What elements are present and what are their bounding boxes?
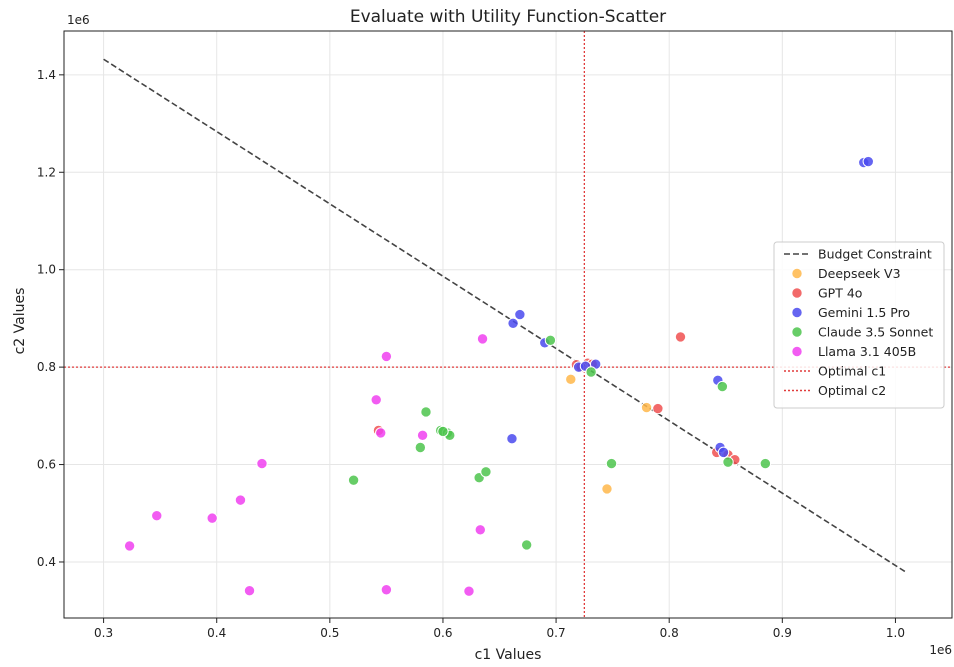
y-tick-label: 0.4 [37, 555, 56, 569]
deepseek-v3-point [640, 401, 653, 414]
llama-3-1-405b-point [123, 540, 136, 552]
gpt-4o-point [652, 402, 664, 415]
legend-claude-3-5-sonnet-label: Claude 3.5 Sonnet [818, 325, 933, 340]
claude-3-5-sonnet-point [347, 474, 360, 486]
llama-3-1-405b-point [474, 524, 486, 536]
x-tick-label: 0.8 [660, 626, 679, 640]
deepseek-v3-point [601, 483, 613, 495]
llama-3-1-405b-point [370, 394, 382, 406]
legend-deepseek-v3-label: Deepseek V3 [818, 266, 901, 281]
claude-3-5-sonnet-point [585, 366, 597, 378]
llama-3-1-405b-point [476, 333, 489, 345]
y-tick-label: 1.4 [37, 68, 56, 82]
x-tick-label: 0.5 [320, 626, 339, 640]
y-tick-label: 1.2 [37, 165, 56, 179]
claude-3-5-sonnet-point [544, 334, 557, 347]
llama-3-1-405b-point [380, 584, 393, 596]
legend-budget-constraint-label: Budget Constraint [818, 247, 932, 262]
legend: Budget Constraint Deepseek V3 GPT 4o Gemini… [773, 241, 945, 409]
gemini-1-5-pro-point [506, 433, 518, 445]
claude-3-5-sonnet-point [437, 425, 449, 438]
y-axis-label: c2 Values [12, 288, 28, 355]
claude-3-5-sonnet-point [759, 457, 772, 470]
x-tick-label: 0.7 [547, 626, 566, 640]
gemini-1-5-pro-point [514, 308, 526, 321]
y-offset-text: 1e6 [67, 13, 90, 27]
llama-3-1-405b-point [206, 512, 218, 524]
llama-3-1-405b-point [243, 585, 256, 597]
llama-3-1-405b-point [151, 510, 163, 522]
x-axis-label: c1 Values [475, 647, 542, 663]
claude-3-5-sonnet-point [520, 539, 533, 551]
llama-3-1-405b-point [380, 350, 393, 363]
legend-llama-3-1-405b-swatch [791, 345, 803, 358]
claude-3-5-sonnet-point [716, 380, 729, 393]
gpt-4o-point [674, 331, 687, 343]
x-tick-label: 0.9 [773, 626, 792, 640]
legend-gpt-4o-swatch [791, 287, 803, 299]
claude-3-5-sonnet-point [414, 441, 427, 454]
claude-3-5-sonnet-point [480, 466, 492, 478]
claude-3-5-sonnet-point [605, 457, 618, 470]
legend-deepseek-v3-swatch [791, 267, 803, 280]
legend-llama-3-1-405b-label: Llama 3.1 405B [818, 344, 916, 359]
x-tick-label: 0.6 [433, 626, 452, 640]
claude-3-5-sonnet-point [722, 456, 734, 468]
legend-gemini-1-5-pro-swatch [791, 306, 803, 319]
gemini-1-5-pro-point [507, 317, 519, 329]
chart-title: Evaluate with Utility Function-Scatter [350, 7, 666, 27]
deepseek-v3-point [565, 373, 577, 386]
axis-ticks: 0.3 0.4 0.5 0.6 0.7 0.8 0.9 1.0 0.4 0.6 0.8 1.0 1.2 1… [37, 68, 905, 640]
plot-frame [63, 30, 953, 619]
budget-constraint-line [103, 58, 908, 574]
legend-optimal-c1-label: Optimal c1 [818, 364, 886, 379]
gemini-1-5-pro-point [862, 155, 874, 168]
llama-3-1-405b-point [256, 457, 268, 470]
legend-box [773, 241, 945, 409]
claude-3-5-sonnet-point [420, 406, 432, 418]
y-tick-label: 0.6 [37, 458, 56, 472]
x-offset-text: 1e6 [929, 643, 952, 657]
x-tick-label: 0.4 [207, 626, 226, 640]
llama-3-1-405b-point [463, 585, 475, 597]
data-points [123, 155, 874, 597]
legend-claude-3-5-sonnet-swatch [791, 326, 803, 338]
x-tick-label: 1.0 [886, 626, 905, 640]
legend-gemini-1-5-pro-label: Gemini 1.5 Pro [818, 305, 910, 320]
llama-3-1-405b-point [416, 429, 429, 442]
y-tick-label: 0.8 [37, 360, 56, 374]
y-tick-label: 1.0 [37, 263, 56, 277]
gemini-1-5-pro-point [717, 446, 730, 459]
llama-3-1-405b-point [234, 494, 247, 506]
legend-optimal-c2-label: Optimal c2 [818, 383, 886, 398]
legend-gpt-4o-label: GPT 4o [818, 286, 862, 301]
x-tick-label: 0.3 [94, 626, 113, 640]
llama-3-1-405b-point [375, 427, 387, 439]
